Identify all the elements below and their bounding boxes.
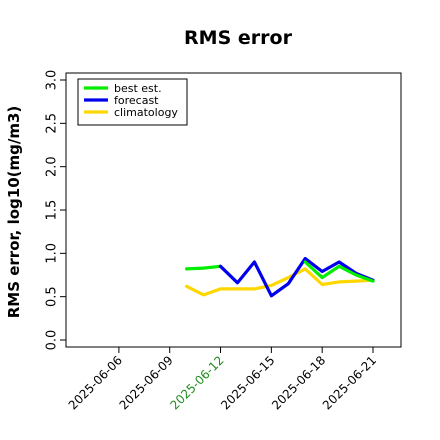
y-tick-label: 1.0 (45, 243, 60, 264)
legend-label: climatology (114, 106, 178, 119)
y-tick-label: 3.0 (45, 70, 60, 91)
series-line-forecast (218, 256, 375, 298)
y-axis: 0.0 0.5 1.0 1.5 2.0 2.5 3.0 (45, 70, 66, 351)
x-tick-label: 2025-06-06 (66, 353, 125, 412)
series-layer (185, 256, 375, 298)
y-tick-label: 1.5 (45, 200, 60, 221)
x-tick-label: 2025-06-15 (218, 353, 277, 412)
series-line-best-est (185, 264, 223, 271)
y-tick-label: 2.0 (45, 156, 60, 177)
y-tick-label: 0.5 (45, 286, 60, 307)
legend-label: best est. (114, 82, 162, 95)
x-tick-label: 2025-06-18 (269, 353, 328, 412)
legend-label: forecast (114, 94, 159, 107)
x-tick-label: 2025-06-12 (167, 353, 226, 412)
series-line-climatology (185, 267, 375, 297)
x-tick-label: 2025-06-09 (117, 353, 176, 412)
y-tick-label: 0.0 (45, 330, 60, 351)
y-axis-label: RMS error, log10(mg/m3) (5, 106, 23, 319)
chart-title: RMS error (184, 27, 293, 49)
x-tick-label: 2025-06-21 (320, 353, 379, 412)
y-tick-label: 2.5 (45, 113, 60, 134)
series-line-best-est (303, 260, 375, 283)
x-axis: 2025-06-062025-06-092025-06-122025-06-15… (66, 347, 379, 412)
